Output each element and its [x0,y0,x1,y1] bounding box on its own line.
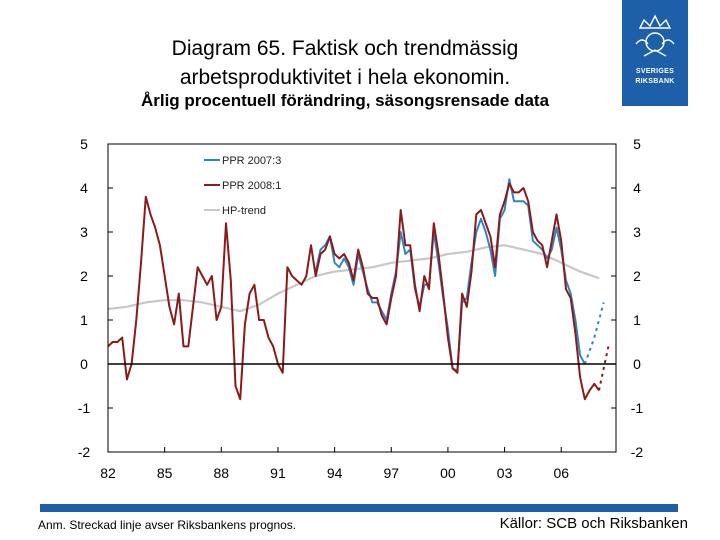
logo-text-1: SVERIGES [635,68,675,75]
line-chart: -2 -2-1 -10 01 12 23 34 45 582 85 88 91 94 97 00 03 06 P… [78,136,644,481]
x-tick-label: 06 [553,465,569,481]
x-tick-label: 94 [327,465,343,481]
y-tick-label-left: 2 [80,268,88,284]
y-tick-label-right: 0 [633,356,641,372]
y-tick-label-right: -1 [631,400,644,416]
legend-label: PPR 2007:3 [222,155,281,167]
series-line-ppr-2008-1-prognos [598,346,610,391]
logo-text-2: RIKSBANK [635,78,675,85]
y-tick-label-left: -1 [78,400,91,416]
x-tick-label: 97 [383,465,399,481]
footnote: Anm. Streckad linje avser Riksbankens pr… [38,518,297,532]
chart-subtitle: Årlig procentuell förändring, säsongsren… [140,91,550,110]
legend-label: HP-trend [222,205,266,217]
series-line-ppr-2007-3-prognos [583,302,605,365]
x-tick-label: 85 [157,465,173,481]
legend-label: PPR 2008:1 [222,180,281,192]
y-tick-label-right: 4 [633,180,641,196]
series-line-ppr-2008-1 [107,182,600,401]
chart-title-line2: arbetsproduktivitet i hela ekonomin. [179,66,511,89]
x-tick-label: 91 [270,465,286,481]
y-tick-label-left: 4 [80,180,88,196]
y-tick-label-right: 5 [633,136,641,152]
x-tick-label: 88 [214,465,230,481]
y-tick-label-left: 1 [80,312,88,328]
crown-logo-icon [635,14,675,57]
y-tick-label-right: 1 [633,312,641,328]
series-line-hp-trend [107,244,600,313]
chart-title-line1: Diagram 65. Faktisk och trendmässig [171,37,519,60]
riksbank-logo: SVERIGES RIKSBANK [622,0,688,106]
plot-frame [107,143,617,453]
y-tick-label-left: 0 [80,356,88,372]
y-tick-label-right: 3 [633,224,641,240]
y-tick-label-right: -2 [631,444,644,460]
source-text: Källor: SCB och Riksbanken [499,515,688,532]
y-tick-label-left: -2 [78,444,91,460]
footer-bar [40,504,678,512]
x-tick-label: 00 [440,465,456,481]
x-tick-label: 82 [100,465,116,481]
y-tick-label-left: 5 [80,136,88,152]
x-tick-label: 03 [497,465,513,481]
y-tick-label-right: 2 [633,268,641,284]
series-line-ppr-2007-3 [314,178,586,372]
y-tick-label-left: 3 [80,224,88,240]
